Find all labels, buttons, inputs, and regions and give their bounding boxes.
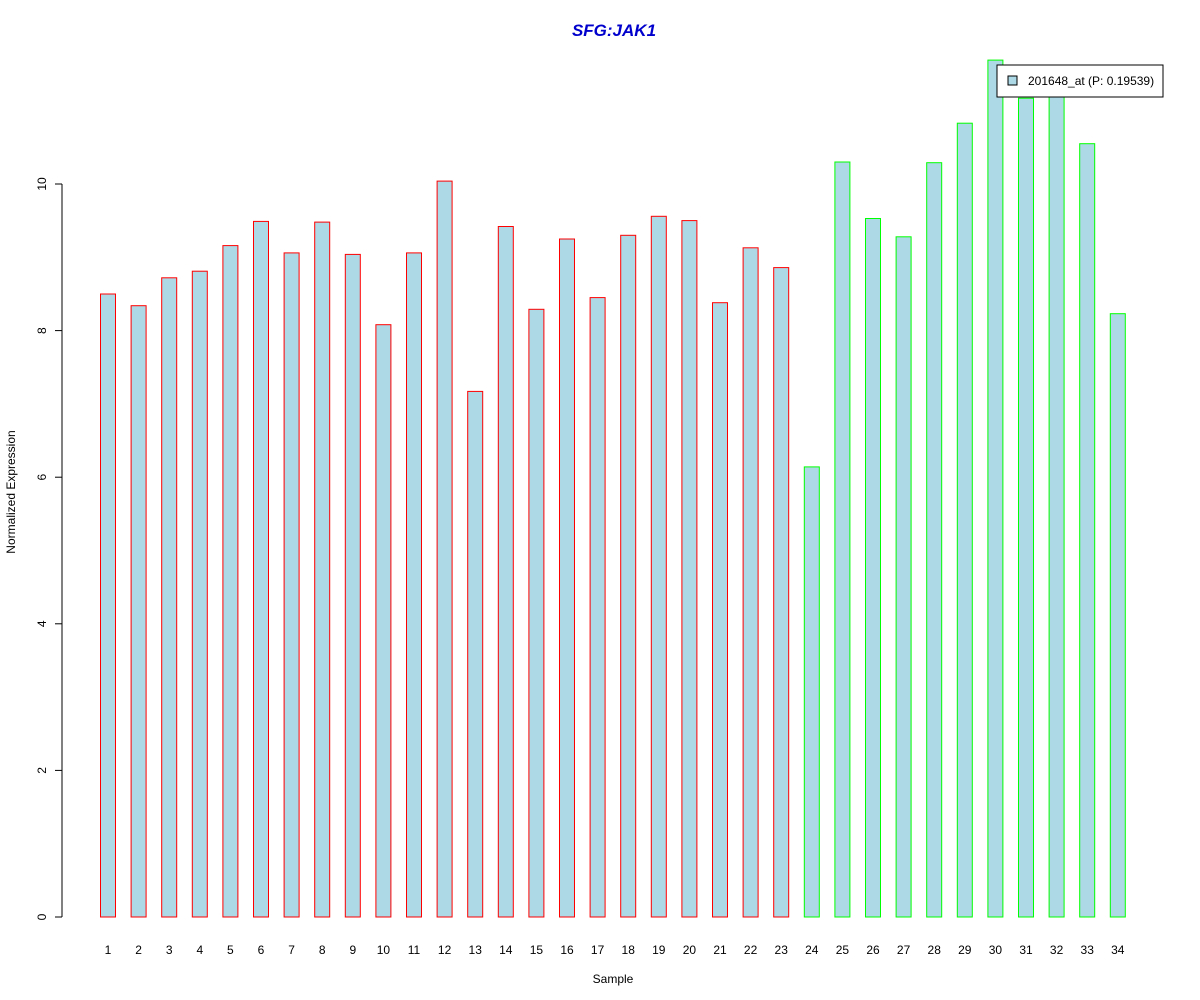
x-tick-label: 18 bbox=[622, 943, 636, 957]
y-tick-label: 0 bbox=[35, 913, 49, 920]
x-tick-label: 6 bbox=[258, 943, 265, 957]
bars-group bbox=[100, 59, 1126, 918]
bar-sample-28 bbox=[926, 162, 943, 918]
y-tick-label: 10 bbox=[35, 177, 49, 191]
x-tick-label: 32 bbox=[1050, 943, 1064, 957]
bar-sample-13 bbox=[467, 390, 484, 918]
x-tick-label: 8 bbox=[319, 943, 326, 957]
bar-sample-21 bbox=[712, 302, 728, 918]
x-tick-label: 15 bbox=[530, 943, 544, 957]
bar-sample-31 bbox=[1018, 97, 1034, 918]
x-tick-label: 20 bbox=[683, 943, 697, 957]
bar-sample-6 bbox=[253, 220, 269, 918]
bar-sample-9 bbox=[344, 253, 361, 918]
bar-sample-25 bbox=[834, 161, 851, 918]
bar-sample-4 bbox=[191, 270, 208, 918]
y-tick-label: 6 bbox=[35, 474, 49, 481]
x-tick-label: 13 bbox=[469, 943, 483, 957]
bar-sample-14 bbox=[497, 226, 514, 918]
x-tick-label: 21 bbox=[713, 943, 727, 957]
legend-swatch bbox=[1007, 75, 1018, 86]
bar-sample-17 bbox=[589, 297, 606, 918]
bar-sample-27 bbox=[895, 236, 912, 918]
bar-sample-15 bbox=[528, 308, 545, 918]
bar-sample-33 bbox=[1079, 143, 1096, 918]
bar-sample-11 bbox=[406, 252, 422, 918]
bar-sample-24 bbox=[803, 466, 820, 918]
x-tick-label: 9 bbox=[349, 943, 356, 957]
bar-sample-32 bbox=[1048, 88, 1065, 918]
y-tick-label: 2 bbox=[35, 767, 49, 774]
x-tick-label: 29 bbox=[958, 943, 972, 957]
x-tick-label: 14 bbox=[499, 943, 513, 957]
x-tick-label: 27 bbox=[897, 943, 911, 957]
bar-sample-1 bbox=[100, 293, 116, 918]
x-tick-label: 25 bbox=[836, 943, 850, 957]
x-tick-label: 28 bbox=[928, 943, 942, 957]
bar-sample-23 bbox=[773, 267, 790, 918]
x-tick-label: 7 bbox=[288, 943, 295, 957]
x-tick-label: 30 bbox=[989, 943, 1003, 957]
bar-sample-8 bbox=[314, 221, 331, 918]
bar-sample-12 bbox=[436, 180, 453, 918]
x-tick-label: 3 bbox=[166, 943, 173, 957]
x-tick-label: 17 bbox=[591, 943, 605, 957]
x-tick-label: 11 bbox=[408, 943, 421, 957]
bar-sample-16 bbox=[559, 238, 575, 918]
x-tick-label: 4 bbox=[196, 943, 203, 957]
y-axis-title: Normalized Expression bbox=[4, 430, 18, 553]
bar-sample-10 bbox=[375, 324, 392, 918]
legend-label: 201648_at (P: 0.19539) bbox=[1028, 74, 1154, 88]
bar-sample-34 bbox=[1109, 313, 1126, 918]
bar-sample-26 bbox=[865, 218, 881, 918]
bar-sample-22 bbox=[742, 247, 759, 918]
bar-sample-18 bbox=[620, 234, 637, 918]
y-tick-label: 8 bbox=[35, 327, 49, 334]
x-tick-label: 26 bbox=[866, 943, 880, 957]
bar-sample-19 bbox=[650, 215, 667, 918]
x-tick-label: 33 bbox=[1081, 943, 1095, 957]
x-tick-label: 16 bbox=[560, 943, 574, 957]
x-tick-label: 1 bbox=[105, 943, 112, 957]
bar-sample-7 bbox=[283, 252, 300, 918]
legend-box bbox=[996, 64, 1164, 98]
chart-title: SFG:JAK1 bbox=[572, 21, 656, 40]
x-tick-label: 10 bbox=[377, 943, 391, 957]
x-tick-label: 19 bbox=[652, 943, 666, 957]
x-tick-label: 24 bbox=[805, 943, 819, 957]
x-tick-label: 2 bbox=[135, 943, 142, 957]
x-tick-label: 34 bbox=[1111, 943, 1125, 957]
x-tick-label: 23 bbox=[775, 943, 789, 957]
x-tick-label: 12 bbox=[438, 943, 452, 957]
x-tick-labels: 1 2 3 4 5 6 7 8 9 10 11 12 13 14 15 16 17 18 19 20 21 22 23 24 2… bbox=[105, 943, 1125, 957]
x-tick-label: 5 bbox=[227, 943, 234, 957]
y-tick-label: 4 bbox=[35, 620, 49, 627]
y-axis: 0 2 4 6 8 10 bbox=[35, 177, 63, 920]
x-axis-title: Sample bbox=[593, 972, 634, 986]
bar-sample-20 bbox=[681, 220, 698, 918]
bar-sample-3 bbox=[161, 277, 178, 918]
x-tick-label: 22 bbox=[744, 943, 758, 957]
bar-sample-2 bbox=[130, 305, 147, 918]
bar-sample-30 bbox=[987, 59, 1004, 918]
bar-sample-5 bbox=[222, 245, 239, 918]
x-tick-label: 31 bbox=[1019, 943, 1033, 957]
bar-sample-29 bbox=[956, 122, 973, 918]
legend: 201648_at (P: 0.19539) bbox=[996, 64, 1164, 98]
